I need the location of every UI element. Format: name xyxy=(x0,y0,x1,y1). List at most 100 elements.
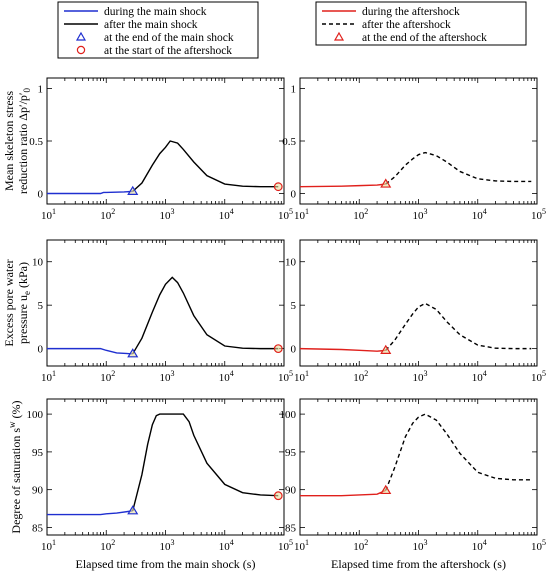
x-tick-label: 102 xyxy=(353,369,368,384)
panel-1-1: 101 102 103 104 105 0 0.5 1 xyxy=(29,77,293,222)
series-line xyxy=(132,276,279,355)
legend-label: at the end of the aftershock xyxy=(362,32,487,44)
y-tick-label: 100 xyxy=(280,409,297,421)
x-tick-label: 101 xyxy=(41,538,56,553)
x-tick-label: 103 xyxy=(413,207,428,222)
y-label-line: reduction ratio Δp′/p′0 xyxy=(16,87,32,194)
panel-3-1: 101 102 103 104 105 85 90 95 100 xyxy=(27,398,293,553)
legend-triangle-marker xyxy=(333,31,345,41)
circle-marker xyxy=(273,344,283,354)
x-tick-label: 105 xyxy=(531,369,546,384)
x-tick-label: 102 xyxy=(353,207,368,222)
x-tick-label: 104 xyxy=(219,207,234,222)
legend-label: after the main shock xyxy=(104,19,198,31)
x-axis-label: Elapsed time from the aftershock (s) xyxy=(331,557,506,571)
plot-frame xyxy=(46,239,285,367)
x-tick-label: 105 xyxy=(531,207,546,222)
x-tick-label: 101 xyxy=(294,207,309,222)
y-tick-label: 0 xyxy=(291,189,297,201)
x-tick-label: 105 xyxy=(278,369,293,384)
y-axis-label: Excess pore water pressure ue (kPa) xyxy=(2,259,32,346)
x-tick-label: 103 xyxy=(413,538,428,553)
x-tick-label: 102 xyxy=(100,369,115,384)
circle-marker xyxy=(273,491,283,501)
x-tick-label: 101 xyxy=(41,369,56,384)
y-axis-label: Degree of saturation sw (%) xyxy=(7,400,23,533)
legend-label: at the end of the main shock xyxy=(104,32,234,44)
y-tick-label: 5 xyxy=(291,300,297,312)
triangle-marker xyxy=(127,505,139,515)
y-axis-label: Mean skeleton stress reduction ratio Δp′/… xyxy=(2,87,32,194)
series-line xyxy=(385,151,532,185)
x-tick-label: 103 xyxy=(413,369,428,384)
panel-2-1: 101 102 103 104 105 0 5 10 xyxy=(32,239,293,384)
y-label-line: Degree of saturation sw (%) xyxy=(7,400,23,533)
y-tick-label: 90 xyxy=(32,485,44,497)
plot-frame xyxy=(299,398,538,536)
triangle-marker xyxy=(127,348,139,358)
x-tick-label: 104 xyxy=(472,207,487,222)
y-tick-label: 85 xyxy=(32,522,44,534)
y-tick-label: 0 xyxy=(38,344,44,356)
y-tick-label: 0.5 xyxy=(282,136,296,148)
series-line xyxy=(300,489,387,497)
triangle-marker xyxy=(380,484,392,495)
x-tick-label: 104 xyxy=(472,538,487,553)
legend-label: after the aftershock xyxy=(362,19,451,31)
series-line xyxy=(47,190,133,195)
panel-3-2: 101 102 103 104 105 85 90 95 100 xyxy=(280,398,546,553)
x-tick-label: 103 xyxy=(160,538,175,553)
triangle-marker xyxy=(380,344,392,354)
x-tick-label: 102 xyxy=(100,207,115,222)
x-tick-label: 103 xyxy=(160,369,175,384)
y-tick-label: 90 xyxy=(285,485,297,497)
x-tick-label: 102 xyxy=(353,538,368,553)
x-tick-label: 101 xyxy=(294,538,309,553)
series-line xyxy=(299,347,386,352)
plot-frame xyxy=(46,77,285,205)
x-tick-label: 104 xyxy=(219,538,234,553)
x-tick-label: 102 xyxy=(100,538,115,553)
y-tick-label: 0 xyxy=(291,344,297,356)
x-tick-label: 103 xyxy=(160,207,175,222)
legend-label: during the main shock xyxy=(104,6,207,18)
y-tick-label: 5 xyxy=(38,300,44,312)
x-tick-label: 104 xyxy=(219,369,234,384)
x-axis-label: Elapsed time from the main shock (s) xyxy=(76,557,256,571)
legend-label: at the start of the aftershock xyxy=(104,45,232,57)
y-tick-label: 1 xyxy=(291,84,297,96)
circle-marker xyxy=(273,182,283,192)
series-line xyxy=(47,510,133,516)
plot-frame xyxy=(299,239,538,367)
x-tick-label: 101 xyxy=(41,207,56,222)
triangle-marker xyxy=(380,178,392,188)
y-tick-label: 85 xyxy=(285,522,297,534)
y-tick-label: 1 xyxy=(38,84,44,96)
y-tick-label: 95 xyxy=(285,447,297,459)
y-tick-label: 0 xyxy=(38,189,44,201)
x-tick-label: 101 xyxy=(294,369,309,384)
y-tick-label: 95 xyxy=(32,447,44,459)
x-tick-label: 105 xyxy=(531,538,546,553)
axis-labels: Elapsed time from the main shock (s) Elap… xyxy=(2,87,506,571)
series-line xyxy=(385,413,532,491)
y-label-line: Mean skeleton stress xyxy=(2,91,16,191)
series-line xyxy=(132,140,279,192)
panel-1-2: 101 102 103 104 105 0 0.5 1 xyxy=(282,77,546,222)
series-line xyxy=(299,183,386,188)
y-tick-label: 10 xyxy=(32,257,44,269)
series-line xyxy=(385,302,532,351)
series-line xyxy=(47,347,133,355)
y-label-line: pressure ue (kPa) xyxy=(16,262,32,344)
y-tick-label: 10 xyxy=(285,257,297,269)
x-tick-label: 105 xyxy=(278,207,293,222)
series-line xyxy=(132,413,279,511)
y-label-line: Excess pore water xyxy=(2,259,16,346)
triangle-marker xyxy=(127,185,139,195)
y-tick-label: 0.5 xyxy=(29,136,43,148)
plot-frame xyxy=(299,77,538,205)
